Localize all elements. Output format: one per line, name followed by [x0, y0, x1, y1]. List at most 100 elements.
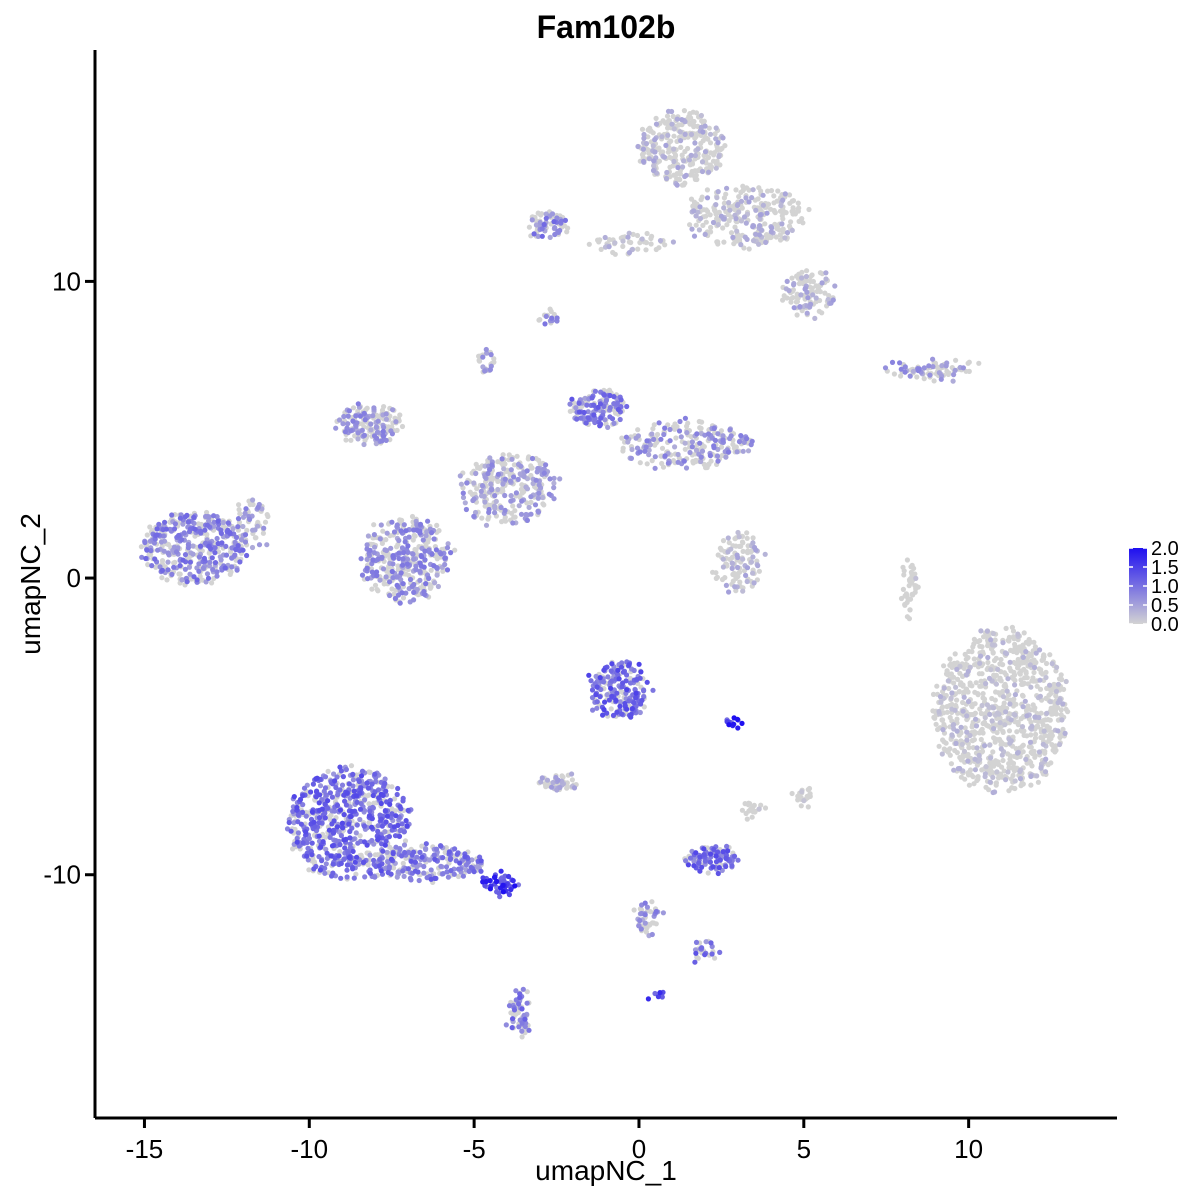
cell-point: [438, 551, 444, 557]
cell-point: [947, 746, 953, 752]
cell-point: [391, 865, 397, 871]
cell-point: [1027, 662, 1033, 668]
cell-point: [745, 448, 752, 454]
cell-point: [423, 533, 429, 539]
cell-point: [310, 781, 316, 787]
cell-point: [493, 498, 499, 504]
cell-point: [941, 663, 947, 669]
cell-point: [485, 470, 491, 477]
cell-point: [987, 711, 993, 718]
cell-point: [483, 346, 489, 353]
cell-point: [518, 463, 524, 469]
cell-point: [369, 586, 375, 592]
cell-point: [966, 648, 972, 655]
cell-point: [536, 490, 542, 496]
cell-point: [634, 445, 641, 451]
cell-point: [401, 522, 407, 528]
cell-point: [558, 218, 565, 224]
cell-point: [394, 544, 400, 550]
cell-point: [434, 572, 440, 578]
cell-point: [190, 543, 196, 549]
cell-point: [891, 371, 898, 377]
cell-point: [788, 299, 794, 305]
cell-point: [793, 299, 800, 305]
cell-point: [163, 526, 169, 532]
cell-point: [1057, 741, 1063, 748]
cell-point: [641, 704, 647, 710]
cell-point: [410, 551, 416, 557]
cell-point: [192, 526, 198, 532]
cell-point: [509, 1016, 516, 1022]
cell-point: [641, 688, 647, 694]
cell-point: [624, 403, 630, 410]
cell-point: [522, 1024, 528, 1030]
cell-point: [1033, 650, 1039, 656]
cell-point: [344, 867, 350, 873]
cell-point: [394, 791, 400, 798]
cell-point: [1010, 648, 1016, 655]
cell-point: [731, 853, 738, 859]
cell-point: [682, 440, 688, 446]
cell-point: [786, 223, 793, 229]
cell-point: [1060, 726, 1066, 733]
cell-point: [631, 667, 637, 674]
cell-point: [331, 818, 337, 824]
cell-point: [1032, 735, 1039, 741]
cell-point: [966, 745, 972, 751]
cell-point: [422, 557, 428, 563]
cell-point: [145, 562, 151, 568]
cell-point: [799, 269, 805, 275]
cell-point: [604, 692, 610, 698]
cell-point: [355, 401, 361, 407]
cell-point: [605, 674, 611, 680]
cell-point: [661, 154, 668, 160]
cell-point: [993, 689, 999, 695]
cell-point: [1063, 678, 1069, 685]
cell-point: [540, 494, 546, 501]
cell-point: [610, 249, 616, 256]
cell-point: [650, 167, 657, 174]
cell-point: [832, 283, 838, 289]
cell-point: [524, 1000, 530, 1006]
cell-point: [385, 869, 391, 876]
cell-point: [392, 796, 398, 802]
cell-point: [210, 567, 216, 573]
cell-point: [652, 442, 658, 448]
cell-point: [687, 121, 693, 127]
cell-point: [989, 642, 996, 648]
cell-point: [235, 524, 241, 530]
cell-point: [598, 415, 604, 421]
cell-point: [362, 874, 368, 880]
cell-point: [740, 556, 746, 562]
cell-point: [799, 216, 805, 222]
cell-point: [682, 148, 688, 155]
cell-point: [544, 777, 551, 783]
cell-point: [525, 455, 532, 461]
cell-point: [513, 988, 519, 994]
cell-point: [1041, 728, 1047, 734]
cell-point: [650, 426, 656, 432]
cell-point: [482, 499, 488, 505]
cell-point: [1012, 692, 1019, 698]
cell-point: [419, 843, 425, 849]
cell-point: [489, 487, 495, 493]
cell-point: [591, 402, 597, 408]
cell-point: [369, 781, 375, 787]
cell-point: [364, 565, 370, 571]
cell-point: [212, 560, 219, 566]
cell-point: [155, 547, 161, 553]
cell-point: [1002, 681, 1008, 687]
cell-point: [537, 219, 543, 226]
cell-point: [541, 466, 547, 472]
cell-point: [713, 570, 719, 576]
cell-point: [375, 418, 381, 424]
cell-point: [995, 775, 1002, 781]
cell-point: [740, 448, 746, 454]
cell-point: [647, 442, 654, 448]
cell-point: [390, 407, 396, 413]
cell-point: [1006, 728, 1013, 734]
cell-point: [676, 122, 682, 128]
cell-point: [738, 543, 744, 549]
cell-point: [726, 200, 732, 206]
cell-point: [1050, 747, 1056, 753]
